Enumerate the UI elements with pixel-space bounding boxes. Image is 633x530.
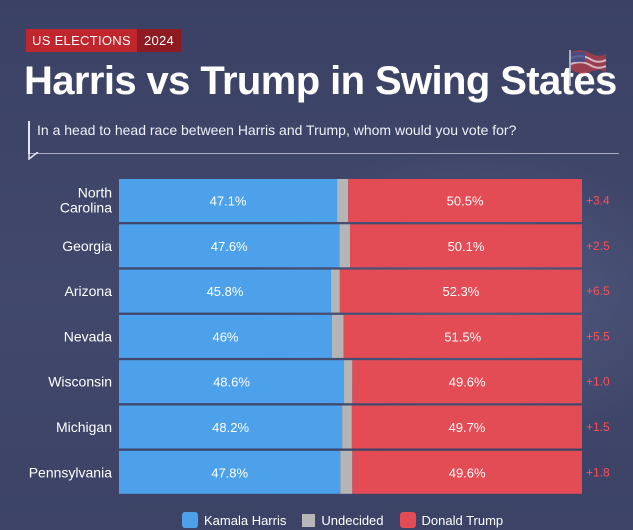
trump-margin-label: +6.5 (586, 284, 610, 298)
bar-harris (119, 179, 338, 222)
trump-value-label: 49.7% (449, 420, 486, 435)
harris-value-label: 47.6% (211, 239, 248, 254)
state-label: Georgia (62, 238, 112, 254)
legend-undecided: Undecided (302, 512, 384, 528)
bar-harris (119, 269, 332, 313)
legend-trump-label: Donald Trump (421, 512, 504, 528)
trump-value-label: 52.3% (442, 284, 479, 299)
bar-undecided (337, 179, 349, 222)
harris-avatar-icon (182, 512, 198, 528)
bar-harris (119, 224, 340, 268)
bar-undecided (340, 450, 353, 494)
chart-legend: Kamala Harris Undecided Donald Trump (182, 510, 519, 530)
state-label: Carolina (60, 200, 112, 216)
bar-trump (348, 179, 582, 222)
trump-margin-label: +1.5 (586, 420, 610, 434)
bar-harris (119, 405, 343, 449)
trump-margin-label: +1.0 (586, 375, 610, 389)
bar-harris (119, 360, 345, 404)
trump-value-label: 50.1% (448, 239, 485, 254)
badge-label: US ELECTIONS (26, 29, 137, 52)
undecided-swatch (302, 513, 316, 527)
trump-margin-label: +1.8 (586, 465, 610, 479)
state-label: Wisconsin (48, 374, 112, 390)
harris-value-label: 47.8% (211, 465, 248, 480)
bar-trump (339, 269, 582, 313)
harris-value-label: 46% (212, 329, 238, 344)
trump-value-label: 49.6% (449, 465, 486, 480)
section-badge: US ELECTIONS 2024 (26, 29, 182, 52)
bar-undecided (344, 360, 353, 404)
chart-subtitle: In a head to head race between Harris an… (37, 122, 517, 138)
harris-value-label: 45.8% (207, 284, 244, 299)
bar-trump (343, 314, 582, 358)
harris-value-label: 48.2% (212, 420, 249, 435)
state-label: North (78, 185, 112, 201)
legend-harris: Kamala Harris (182, 512, 286, 528)
trump-value-label: 51.5% (444, 329, 481, 344)
legend-harris-label: Kamala Harris (204, 512, 287, 528)
bar-undecided (331, 314, 344, 358)
page-title: Harris vs Trump in Swing States (24, 59, 617, 103)
bar-undecided (331, 269, 340, 313)
state-label: Nevada (64, 328, 112, 344)
trump-margin-label: +2.5 (586, 239, 610, 253)
state-label: Michigan (56, 419, 112, 435)
bar-undecided (342, 405, 352, 449)
bar-harris (119, 314, 332, 358)
harris-value-label: 48.6% (213, 375, 250, 390)
trump-value-label: 49.6% (449, 375, 486, 390)
legend-trump: Donald Trump (399, 512, 504, 528)
state-label: Arizona (65, 283, 113, 299)
harris-value-label: 47.1% (210, 194, 247, 209)
trump-avatar-icon (399, 512, 416, 528)
bar-harris (119, 450, 341, 494)
bar-trump (350, 224, 582, 268)
bar-undecided (339, 224, 351, 268)
trump-value-label: 50.5% (447, 194, 484, 209)
legend-undecided-label: Undecided (321, 512, 384, 528)
bar-trump (352, 360, 582, 404)
trump-margin-label: +5.5 (586, 329, 610, 343)
badge-year: 2024 (136, 29, 182, 52)
trump-margin-label: +3.4 (586, 194, 610, 208)
subtitle-box: In a head to head race between Harris an… (28, 121, 619, 160)
state-label: Pennsylvania (29, 464, 112, 480)
bar-trump (352, 450, 582, 494)
speech-tail-icon (28, 152, 39, 160)
us-flag-icon (569, 50, 607, 86)
bar-trump (351, 405, 582, 449)
